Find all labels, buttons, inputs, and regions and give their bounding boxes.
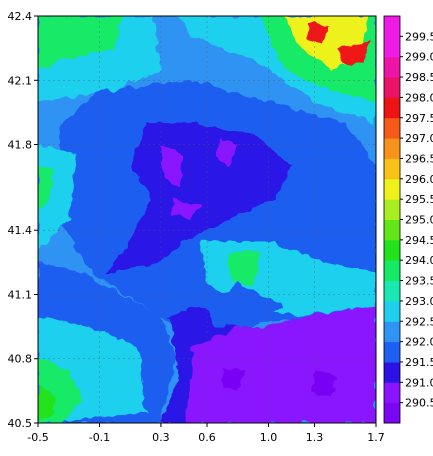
map-plot-area — [38, 16, 376, 423]
field-region-294-5 — [38, 384, 57, 419]
colorbar-swatch — [384, 239, 400, 261]
y-tick-label: 41.4 — [8, 224, 33, 237]
colorbar-label: 299.0 — [405, 51, 433, 64]
colorbar-label: 297.0 — [405, 132, 433, 145]
y-tick-label: 42.4 — [8, 10, 33, 23]
colorbar-label: 292.5 — [405, 315, 433, 328]
colorbar-label: 294.5 — [405, 234, 433, 247]
colorbar-swatch — [384, 382, 400, 404]
colorbar-label: 290.5 — [405, 397, 433, 410]
x-tick-label: 0.3 — [152, 431, 170, 444]
colorbar-label: 299.5 — [405, 30, 433, 43]
x-tick-label: 1.3 — [306, 431, 324, 444]
field-region-291-0 — [170, 198, 200, 220]
colorbar-label: 293.5 — [405, 275, 433, 288]
field-region-291-0 — [216, 140, 238, 166]
field-region-290-5 — [311, 369, 338, 398]
x-tick-label: -0.5 — [27, 431, 48, 444]
colorbar-swatch — [384, 97, 400, 119]
field-region-298-0 — [306, 22, 330, 44]
colorbar-label: 292.0 — [405, 336, 433, 349]
colorbar-label: 293.0 — [405, 295, 433, 308]
colorbar-label: 296.0 — [405, 173, 433, 186]
field-region-298-0 — [337, 41, 369, 64]
colorbar-swatch — [384, 361, 400, 383]
y-tick-label: 41.1 — [8, 288, 33, 301]
colorbar-swatch — [384, 178, 400, 200]
colorbar-swatch — [384, 341, 400, 363]
x-axis: -0.5 -0.1 0.3 0.6 1.0 1.3 1.7 — [27, 423, 385, 444]
y-tick-label: 41.8 — [8, 139, 33, 152]
colorbar-swatch — [384, 300, 400, 322]
colorbar: 290.5 291.0 291.5 292.0 292.5 293.0 293.5 294.0… — [383, 15, 433, 424]
colorbar-label: 295.0 — [405, 214, 433, 227]
colorbar-label: 291.5 — [405, 356, 433, 369]
colorbar-swatch — [384, 77, 400, 98]
colorbar-label: 298.5 — [405, 71, 433, 84]
temperature-field — [38, 16, 376, 423]
colorbar-swatch — [384, 402, 400, 424]
colorbar-swatch — [384, 16, 400, 37]
y-tick-label: 42.1 — [8, 74, 33, 87]
field-region-294-0 — [38, 16, 123, 70]
y-tick-label: 40.5 — [8, 417, 33, 430]
colorbar-swatch — [384, 158, 400, 180]
colorbar-swatch — [384, 260, 400, 282]
colorbar-swatch — [384, 56, 400, 78]
colorbar-swatch — [384, 36, 400, 58]
colorbar-swatch — [384, 219, 400, 241]
field-region-291-0 — [160, 144, 184, 188]
colorbar-label: 297.5 — [405, 112, 433, 125]
colorbar-swatch — [384, 138, 400, 159]
colorbar-label: 291.0 — [405, 376, 433, 389]
colorbar-label: 296.5 — [405, 152, 433, 165]
colorbar-label: 294.0 — [405, 254, 433, 267]
colorbar-swatch — [384, 117, 400, 139]
field-region-291-5 — [107, 123, 292, 274]
field-region-294-0 — [38, 165, 54, 209]
field-region-290-5 — [222, 369, 246, 391]
x-tick-label: 0.6 — [198, 431, 216, 444]
colorbar-label: 295.5 — [405, 193, 433, 206]
y-axis: 40.5 40.8 41.1 41.4 41.8 42.1 42.4 — [8, 10, 38, 430]
colorbar-label: 298.0 — [405, 91, 433, 104]
x-tick-label: -0.1 — [89, 431, 110, 444]
colorbar-swatch — [384, 321, 400, 343]
field-region-292-0 — [207, 283, 284, 327]
x-tick-label: 1.0 — [260, 431, 278, 444]
colorbar-swatch — [384, 199, 400, 220]
y-tick-label: 40.8 — [8, 353, 33, 366]
colorbar-swatch — [384, 280, 400, 302]
field-region-294-0 — [230, 251, 261, 284]
x-tick-label: 1.7 — [367, 431, 385, 444]
